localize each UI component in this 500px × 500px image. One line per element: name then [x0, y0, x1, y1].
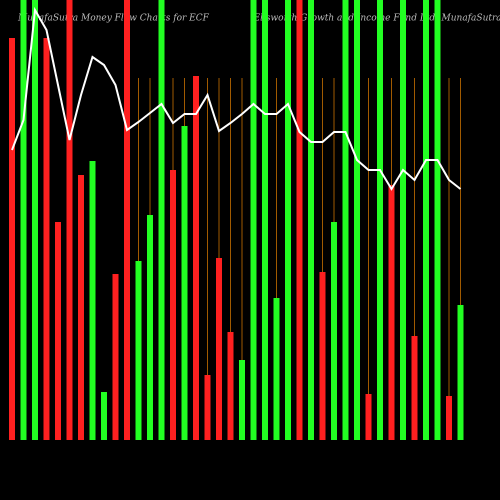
bar: [170, 170, 176, 440]
bar: [434, 0, 441, 440]
bar: [66, 0, 73, 440]
bar: [124, 0, 130, 440]
bar: [193, 76, 199, 440]
bar: [9, 38, 15, 440]
bar: [262, 0, 268, 440]
bar: [250, 0, 257, 440]
bar: [20, 0, 27, 440]
bar: [32, 0, 38, 440]
chart-title: MunafaSutra Money Flow Charts for ECF: [17, 14, 210, 24]
bar: [308, 0, 314, 440]
bar: [411, 336, 418, 440]
bar: [112, 274, 119, 440]
bar: [43, 38, 50, 440]
bar: [400, 0, 406, 440]
bar: [377, 0, 383, 440]
chart-subtitle: (Ellsworth Growth and Income Fund Ltd) M…: [250, 13, 500, 24]
bar: [158, 0, 165, 440]
bar: [135, 261, 142, 440]
bar: [319, 272, 326, 440]
bar: [55, 222, 61, 440]
bar: [89, 161, 96, 440]
bar: [457, 305, 464, 440]
bar: [296, 0, 303, 440]
bar: [181, 126, 188, 440]
bar: [354, 0, 360, 440]
bar: [423, 0, 429, 440]
bar: [388, 185, 395, 440]
bar: [446, 396, 452, 440]
bar: [365, 394, 372, 440]
bar: [227, 332, 234, 440]
bar: [147, 215, 153, 440]
bar: [204, 375, 211, 440]
bar: [285, 0, 291, 440]
bar: [273, 298, 280, 440]
bar: [78, 175, 84, 440]
bar: [101, 392, 107, 440]
bar: [239, 360, 245, 440]
bar: [331, 222, 337, 440]
bar: [216, 258, 222, 440]
flow-line: [11, 6, 462, 191]
bar: [342, 0, 349, 440]
